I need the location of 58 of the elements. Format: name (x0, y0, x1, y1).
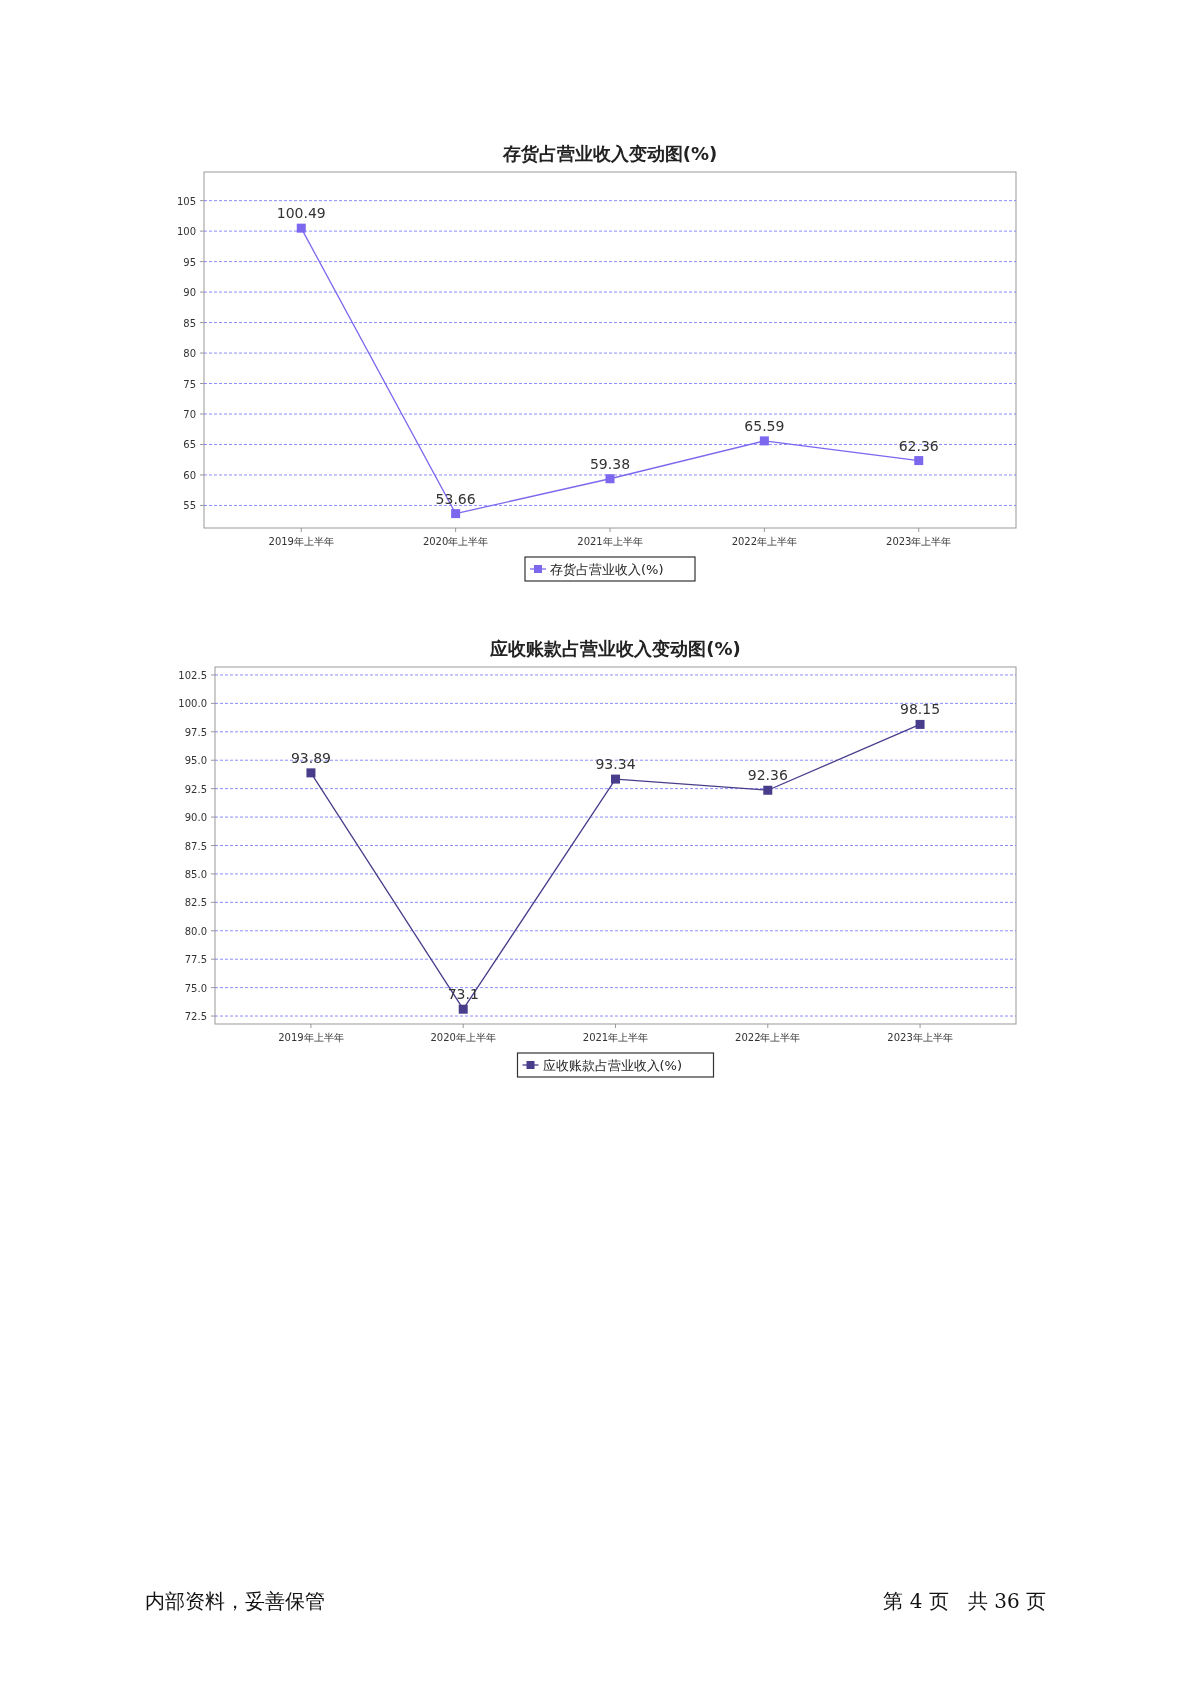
y-tick-label: 55 (183, 500, 196, 512)
y-tick-label: 80 (183, 348, 196, 360)
y-tick-label: 92.5 (184, 783, 207, 795)
point (296, 223, 306, 233)
x-tick-label: 2022年上半年 (731, 536, 798, 547)
point (759, 436, 769, 446)
y-tick-label: 80.0 (184, 925, 207, 937)
x-tick-label: 2021年上半年 (582, 1032, 649, 1043)
y-tick-label: 82.5 (184, 897, 207, 909)
point (763, 785, 773, 795)
y-tick-label: 100.0 (178, 698, 207, 710)
x-tick-label: 2019年上半年 (268, 536, 334, 547)
text: 第 4 页 共 36 页 (883, 1589, 1046, 1613)
point (306, 768, 316, 778)
data-label: 62.36 (898, 437, 939, 454)
y-tick-label: 75 (183, 378, 196, 390)
y-tick-label: 70 (183, 409, 196, 421)
y-tick-label: 100 (176, 226, 196, 238)
point (605, 474, 615, 484)
text: 内部资料，妥善保管 (145, 1589, 325, 1613)
data-label: 93.34 (595, 756, 636, 773)
y-tick-label: 97.5 (184, 726, 207, 738)
point (915, 719, 925, 729)
point (451, 509, 461, 519)
y-tick-label: 75.0 (184, 982, 207, 994)
x-tick-label: 2020年上半年 (430, 1032, 496, 1043)
y-tick-label: 85 (183, 317, 196, 329)
data-label: 92.36 (747, 767, 788, 784)
y-tick-label: 87.5 (184, 840, 207, 852)
y-tick-label: 102.5 (178, 669, 207, 681)
chart-title: 应收账款占营业收入变动图(%) (489, 638, 741, 659)
data-label: 98.15 (900, 701, 941, 718)
chart-title: 存货占营业收入变动图(%) (501, 143, 718, 164)
y-tick-label: 90.0 (184, 812, 207, 824)
x-tick-label: 2020年上半年 (422, 536, 489, 547)
y-tick-label: 60 (183, 469, 196, 481)
legend-label: 存货占营业收入(%) (550, 562, 664, 577)
y-tick-label: 105 (176, 195, 196, 207)
point (458, 1004, 468, 1014)
legend-label: 应收账款占营业收入(%) (542, 1058, 682, 1073)
y-tick-label: 65 (183, 439, 196, 451)
x-tick-label: 2021年上半年 (577, 536, 643, 547)
x-tick-label: 2023年上半年 (887, 1032, 953, 1043)
data-label: 59.38 (589, 455, 631, 472)
x-tick-label: 2023年上半年 (886, 536, 952, 547)
y-tick-label: 95 (183, 256, 196, 268)
y-tick-label: 95.0 (184, 755, 207, 767)
y-tick-label: 90 (183, 287, 196, 299)
y-tick-label: 72.5 (184, 1011, 207, 1023)
x-tick-label: 2019年上半年 (278, 1032, 344, 1043)
point (611, 774, 620, 784)
data-label: 65.59 (744, 417, 785, 434)
y-tick-label: 77.5 (184, 954, 207, 966)
data-label: 93.89 (290, 749, 331, 766)
point (914, 456, 924, 466)
data-label: 100.49 (276, 205, 326, 222)
x-tick-label: 2022年上半年 (735, 1032, 801, 1043)
y-tick-label: 85.0 (184, 868, 207, 880)
